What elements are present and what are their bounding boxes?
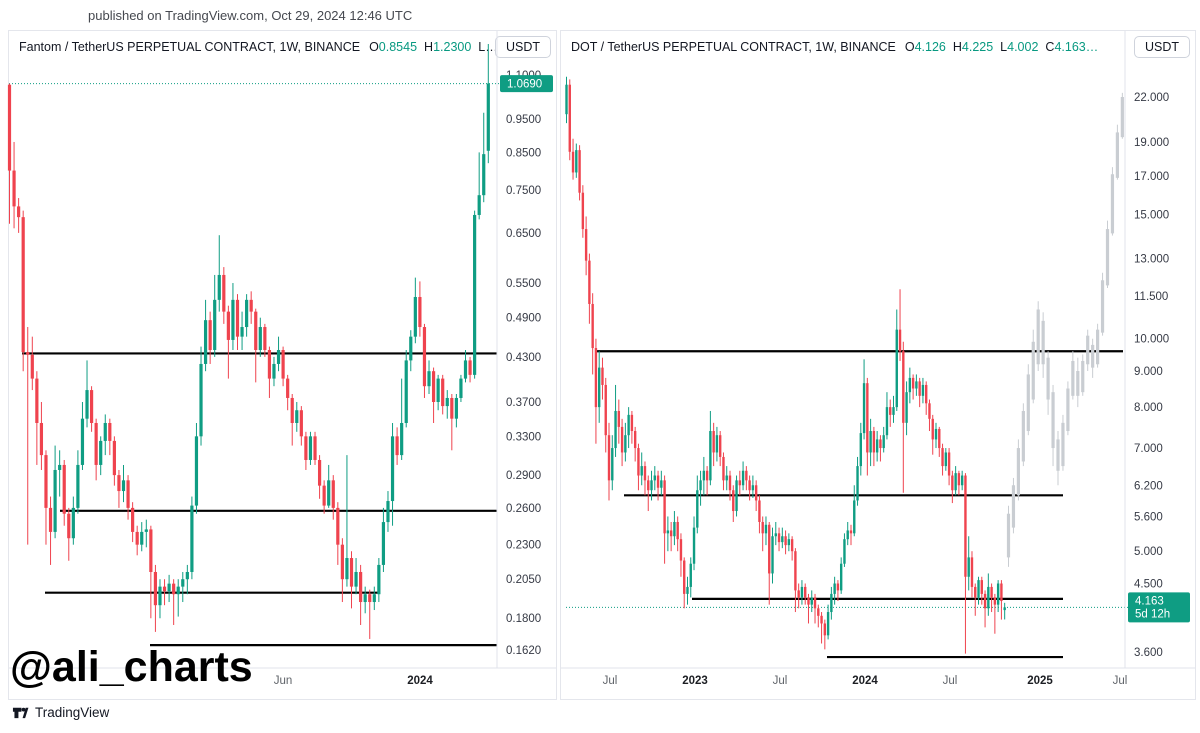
fantom-title-row: Fantom / TetherUS PERPETUAL CONTRACT, 1W…: [19, 37, 498, 57]
fantom-symbol-title: Fantom / TetherUS PERPETUAL CONTRACT, 1W…: [19, 40, 361, 54]
fantom-ohlc-legend: O0.8545 H1.2300 L…: [369, 40, 498, 54]
tradingview-logo-text: TradingView: [35, 705, 110, 720]
dot-title-row: DOT / TetherUS PERPETUAL CONTRACT, 1W, B…: [571, 37, 1098, 57]
dot-ohlc-legend: O4.126 H4.225 L4.002 C4.163…: [904, 40, 1099, 54]
fantom-currency-button[interactable]: USDT: [494, 36, 551, 58]
tradingview-icon: [12, 707, 29, 719]
dot-chart-panel[interactable]: DOT / TetherUS PERPETUAL CONTRACT, 1W, B…: [560, 30, 1196, 700]
author-watermark: @ali_charts: [10, 643, 253, 691]
fantom-chart-panel[interactable]: Fantom / TetherUS PERPETUAL CONTRACT, 1W…: [8, 30, 557, 700]
dot-currency-button[interactable]: USDT: [1133, 36, 1190, 58]
tradingview-logo-link[interactable]: TradingView: [12, 704, 109, 721]
published-timestamp: published on TradingView.com, Oct 29, 20…: [88, 8, 413, 23]
dot-symbol-title: DOT / TetherUS PERPETUAL CONTRACT, 1W, B…: [571, 40, 896, 54]
